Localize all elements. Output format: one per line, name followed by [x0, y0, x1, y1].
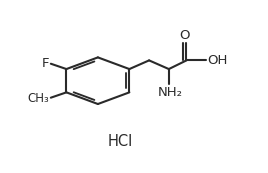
Text: NH₂: NH₂: [157, 86, 182, 99]
Text: F: F: [42, 57, 49, 70]
Text: HCl: HCl: [108, 134, 133, 149]
Text: O: O: [179, 29, 190, 42]
Text: OH: OH: [207, 54, 228, 67]
Text: CH₃: CH₃: [27, 92, 49, 105]
